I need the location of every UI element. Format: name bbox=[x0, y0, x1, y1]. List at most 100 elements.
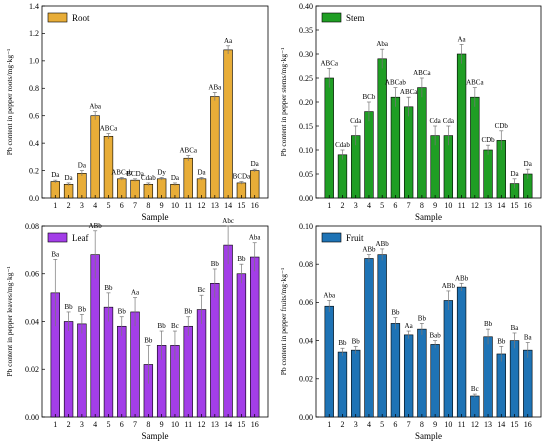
legend: Stem bbox=[321, 12, 365, 23]
bar bbox=[417, 87, 427, 199]
y-axis-label: Pb content in pepper fruits/mg·kg⁻¹ bbox=[279, 268, 288, 375]
y-tick-label: 1.4 bbox=[29, 2, 39, 11]
x-tick-label: 4 bbox=[367, 201, 371, 210]
x-tick-label: 10 bbox=[444, 201, 452, 210]
y-tick-label: 0.06 bbox=[299, 298, 313, 307]
data-label: Bb bbox=[237, 255, 246, 263]
x-tick-label: 8 bbox=[420, 201, 424, 210]
y-tick-label: 0.35 bbox=[299, 26, 313, 35]
data-label: ABCa bbox=[400, 88, 418, 96]
bar bbox=[443, 300, 454, 418]
x-tick-label: 15 bbox=[237, 420, 245, 429]
x-tick-label: 4 bbox=[367, 420, 371, 429]
data-label: Bb bbox=[78, 305, 87, 313]
x-tick-label: 10 bbox=[171, 420, 179, 429]
data-label: Bb bbox=[65, 303, 74, 311]
x-tick-label: 7 bbox=[407, 420, 411, 429]
plot-frame bbox=[41, 5, 269, 199]
bar bbox=[223, 49, 233, 199]
x-tick-label: 7 bbox=[133, 201, 137, 210]
data-label: Cda bbox=[350, 117, 362, 125]
x-tick-label: 16 bbox=[524, 201, 532, 210]
data-label: ABa bbox=[208, 83, 222, 91]
data-label: CDb bbox=[481, 136, 495, 144]
x-tick-label: 8 bbox=[146, 420, 150, 429]
data-label: Da bbox=[524, 160, 533, 168]
bar bbox=[337, 154, 348, 199]
legend: Fruit bbox=[321, 232, 364, 243]
data-label: Da bbox=[197, 168, 206, 176]
x-tick-label: 6 bbox=[393, 201, 397, 210]
y-axis-label: Pb content in pepper roots/mg·kg⁻¹ bbox=[5, 49, 14, 156]
x-tick-label: 13 bbox=[211, 201, 219, 210]
y-tick-label: 0.08 bbox=[25, 222, 39, 231]
data-label: Bb bbox=[418, 314, 427, 322]
bar bbox=[77, 173, 87, 199]
bar bbox=[223, 244, 233, 418]
bar bbox=[364, 111, 374, 199]
y-tick-label: 0.40 bbox=[299, 2, 313, 11]
data-label: ABCa bbox=[179, 146, 197, 154]
x-tick-label: 4 bbox=[93, 420, 97, 429]
x-axis-label: Sample bbox=[415, 431, 442, 441]
data-label: Bb bbox=[104, 284, 113, 292]
data-label: Aba bbox=[249, 234, 262, 242]
y-tick-label: 0.02 bbox=[299, 375, 313, 384]
data-label: ABb bbox=[362, 246, 376, 254]
legend-swatch bbox=[321, 12, 342, 23]
x-tick-label: 16 bbox=[251, 420, 259, 429]
x-tick-label: 1 bbox=[53, 201, 57, 210]
data-label: Bc bbox=[471, 385, 479, 393]
data-label: Ba bbox=[511, 324, 520, 332]
data-label: ABCa bbox=[413, 69, 431, 77]
y-tick-label: 0.6 bbox=[29, 112, 39, 121]
x-tick-label: 1 bbox=[327, 201, 331, 210]
data-label: Bb bbox=[391, 309, 400, 317]
data-label: BCb bbox=[363, 93, 376, 101]
x-tick-label: 6 bbox=[393, 420, 397, 429]
data-label: BCDa bbox=[233, 173, 251, 181]
x-tick-label: 13 bbox=[484, 420, 492, 429]
x-axis-label: Sample bbox=[415, 212, 442, 222]
data-label: Ba bbox=[524, 334, 533, 342]
bar bbox=[509, 340, 520, 418]
y-tick-label: 1.0 bbox=[29, 57, 39, 66]
bar bbox=[117, 325, 127, 418]
x-tick-label: 11 bbox=[458, 420, 466, 429]
data-label: Bb bbox=[484, 320, 493, 328]
bar bbox=[430, 344, 440, 418]
bar bbox=[250, 256, 260, 418]
x-tick-label: 13 bbox=[484, 201, 492, 210]
x-tick-label: 14 bbox=[497, 420, 505, 429]
y-tick-label: 0.04 bbox=[299, 336, 313, 345]
x-tick-label: 2 bbox=[340, 420, 344, 429]
x-tick-label: 2 bbox=[67, 201, 71, 210]
bar bbox=[390, 96, 401, 199]
data-label: Bc bbox=[198, 286, 206, 294]
y-tick-label: 0.0 bbox=[29, 194, 39, 203]
bar bbox=[377, 254, 387, 418]
data-label: Bb bbox=[144, 336, 153, 344]
y-axis-label: Pb content in pepper leaves/mg·kg⁻¹ bbox=[5, 266, 14, 376]
x-tick-label: 1 bbox=[53, 420, 57, 429]
y-tick-label: 0.10 bbox=[299, 146, 313, 155]
bar bbox=[337, 351, 348, 418]
bar bbox=[210, 96, 220, 199]
x-tick-label: 16 bbox=[251, 201, 259, 210]
x-tick-label: 12 bbox=[198, 201, 206, 210]
bar bbox=[470, 395, 480, 418]
data-label: Bc bbox=[171, 322, 179, 330]
x-tick-label: 15 bbox=[237, 201, 245, 210]
legend-label: Stem bbox=[346, 13, 365, 23]
y-tick-label: 0.8 bbox=[29, 84, 39, 93]
legend: Leaf bbox=[47, 232, 88, 243]
x-tick-label: 6 bbox=[120, 420, 124, 429]
x-tick-label: 8 bbox=[420, 420, 424, 429]
x-tick-label: 6 bbox=[120, 201, 124, 210]
x-tick-label: 1 bbox=[327, 420, 331, 429]
x-tick-label: 4 bbox=[93, 201, 97, 210]
bar bbox=[470, 96, 480, 199]
y-tick-label: 0.15 bbox=[299, 122, 313, 131]
x-tick-label: 5 bbox=[106, 201, 110, 210]
